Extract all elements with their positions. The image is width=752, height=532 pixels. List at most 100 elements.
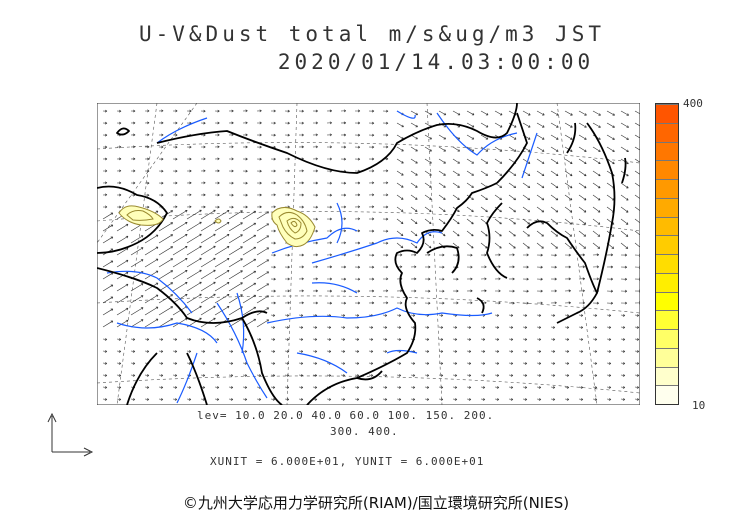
wind-arrow bbox=[242, 234, 257, 244]
wind-arrow bbox=[424, 289, 431, 293]
wind-arrow bbox=[326, 121, 333, 125]
wind-arrow bbox=[494, 397, 500, 401]
contour-levels-line-2: 300. 400. bbox=[330, 425, 399, 438]
wind-arrow bbox=[536, 230, 544, 237]
wind-arrow bbox=[270, 277, 276, 281]
wind-arrow bbox=[242, 193, 248, 197]
wind-arrow bbox=[620, 218, 629, 225]
wind-arrow bbox=[312, 157, 318, 161]
wind-arrow bbox=[200, 181, 206, 185]
wind-arrow bbox=[186, 281, 202, 292]
wind-arrow bbox=[144, 133, 150, 137]
wind-arrow bbox=[312, 325, 318, 329]
wind-arrow bbox=[256, 133, 262, 137]
wind-arrow bbox=[158, 282, 174, 292]
wind-arrow bbox=[340, 109, 347, 113]
wind-arrow bbox=[452, 373, 458, 377]
wind-arrow bbox=[116, 295, 129, 304]
wind-arrow bbox=[480, 158, 489, 164]
wind-arrow bbox=[382, 337, 388, 341]
wind-arrow bbox=[508, 361, 514, 365]
wind-arrow bbox=[158, 385, 164, 389]
wind-arrow bbox=[368, 157, 375, 161]
wind-arrow bbox=[620, 253, 628, 257]
wind-arrow bbox=[298, 253, 304, 257]
wind-arrow bbox=[578, 194, 587, 201]
wind-arrow bbox=[172, 109, 178, 113]
vector-units: XUNIT = 6.000E+01, YUNIT = 6.000E+01 bbox=[210, 455, 485, 468]
wind-arrow bbox=[606, 134, 615, 140]
wind-arrow bbox=[634, 158, 640, 163]
wind-arrow bbox=[634, 373, 640, 377]
wind-arrow bbox=[396, 361, 402, 365]
wind-arrow bbox=[214, 246, 230, 256]
wind-arrow bbox=[144, 306, 159, 316]
wind-arrow bbox=[480, 325, 486, 329]
wind-arrow bbox=[438, 110, 447, 116]
wind-arrow bbox=[564, 206, 573, 213]
wind-arrow bbox=[228, 234, 243, 244]
wind-arrow bbox=[620, 277, 628, 281]
wind-arrow bbox=[438, 253, 445, 257]
wind-arrow bbox=[326, 349, 332, 353]
colorbar-band bbox=[656, 385, 678, 404]
wind-arrow bbox=[396, 397, 402, 401]
wind-arrow bbox=[312, 253, 318, 257]
wind-arrow bbox=[410, 301, 417, 305]
wind-arrow bbox=[130, 133, 136, 137]
wind-arrow bbox=[634, 325, 640, 329]
wind-arrow bbox=[494, 325, 500, 329]
wind-arrow bbox=[564, 230, 573, 237]
wind-arrow bbox=[214, 397, 220, 401]
wind-arrow bbox=[564, 170, 573, 177]
wind-arrow bbox=[522, 253, 529, 257]
wind-arrow bbox=[242, 169, 248, 173]
wind-arrow bbox=[550, 325, 556, 329]
wind-arrow bbox=[144, 205, 150, 209]
wind-arrow bbox=[354, 109, 361, 113]
wind-arrow bbox=[522, 158, 531, 164]
wind-arrow bbox=[480, 230, 488, 237]
wind-arrow bbox=[158, 121, 164, 125]
wind-arrow bbox=[592, 158, 601, 165]
wind-arrow bbox=[634, 385, 640, 389]
wind-arrow bbox=[452, 325, 458, 329]
wind-arrow bbox=[270, 133, 276, 137]
wind-arrow bbox=[144, 109, 150, 113]
wind-arrow bbox=[368, 109, 375, 113]
wind-arrow bbox=[284, 325, 290, 329]
wind-arrow bbox=[186, 205, 192, 209]
wind-arrow bbox=[368, 277, 375, 281]
lat-lon-grid bbox=[97, 103, 640, 405]
wind-arrow bbox=[326, 205, 333, 209]
wind-arrow bbox=[480, 289, 487, 293]
wind-arrow bbox=[536, 242, 544, 249]
wind-arrow bbox=[172, 337, 178, 341]
wind-arrow bbox=[550, 230, 558, 237]
wind-arrow bbox=[158, 222, 174, 232]
wind-arrow bbox=[186, 193, 192, 197]
wind-arrow bbox=[564, 110, 573, 116]
wind-arrow bbox=[256, 373, 262, 377]
wind-arrow bbox=[536, 194, 545, 201]
wind-arrow bbox=[424, 182, 432, 188]
wind-arrow bbox=[564, 253, 571, 257]
wind-arrow bbox=[298, 373, 304, 377]
wind-arrow bbox=[312, 349, 318, 353]
wind-arrow bbox=[634, 230, 640, 237]
wind-arrow bbox=[592, 194, 601, 201]
wind-arrow bbox=[550, 337, 556, 341]
wind-arrow bbox=[564, 134, 573, 140]
wind-arrow bbox=[438, 361, 444, 365]
wind-arrow bbox=[144, 349, 150, 353]
wind-arrow bbox=[522, 265, 529, 269]
wind-arrow bbox=[424, 325, 430, 329]
wind-arrow bbox=[466, 230, 474, 237]
wind-arrow bbox=[550, 253, 557, 257]
wind-arrow bbox=[494, 253, 501, 257]
dust-plume-central bbox=[271, 207, 316, 248]
wind-arrow bbox=[172, 133, 178, 137]
wind-arrow bbox=[312, 217, 318, 221]
wind-arrow bbox=[326, 265, 333, 269]
wind-arrow bbox=[270, 289, 276, 293]
